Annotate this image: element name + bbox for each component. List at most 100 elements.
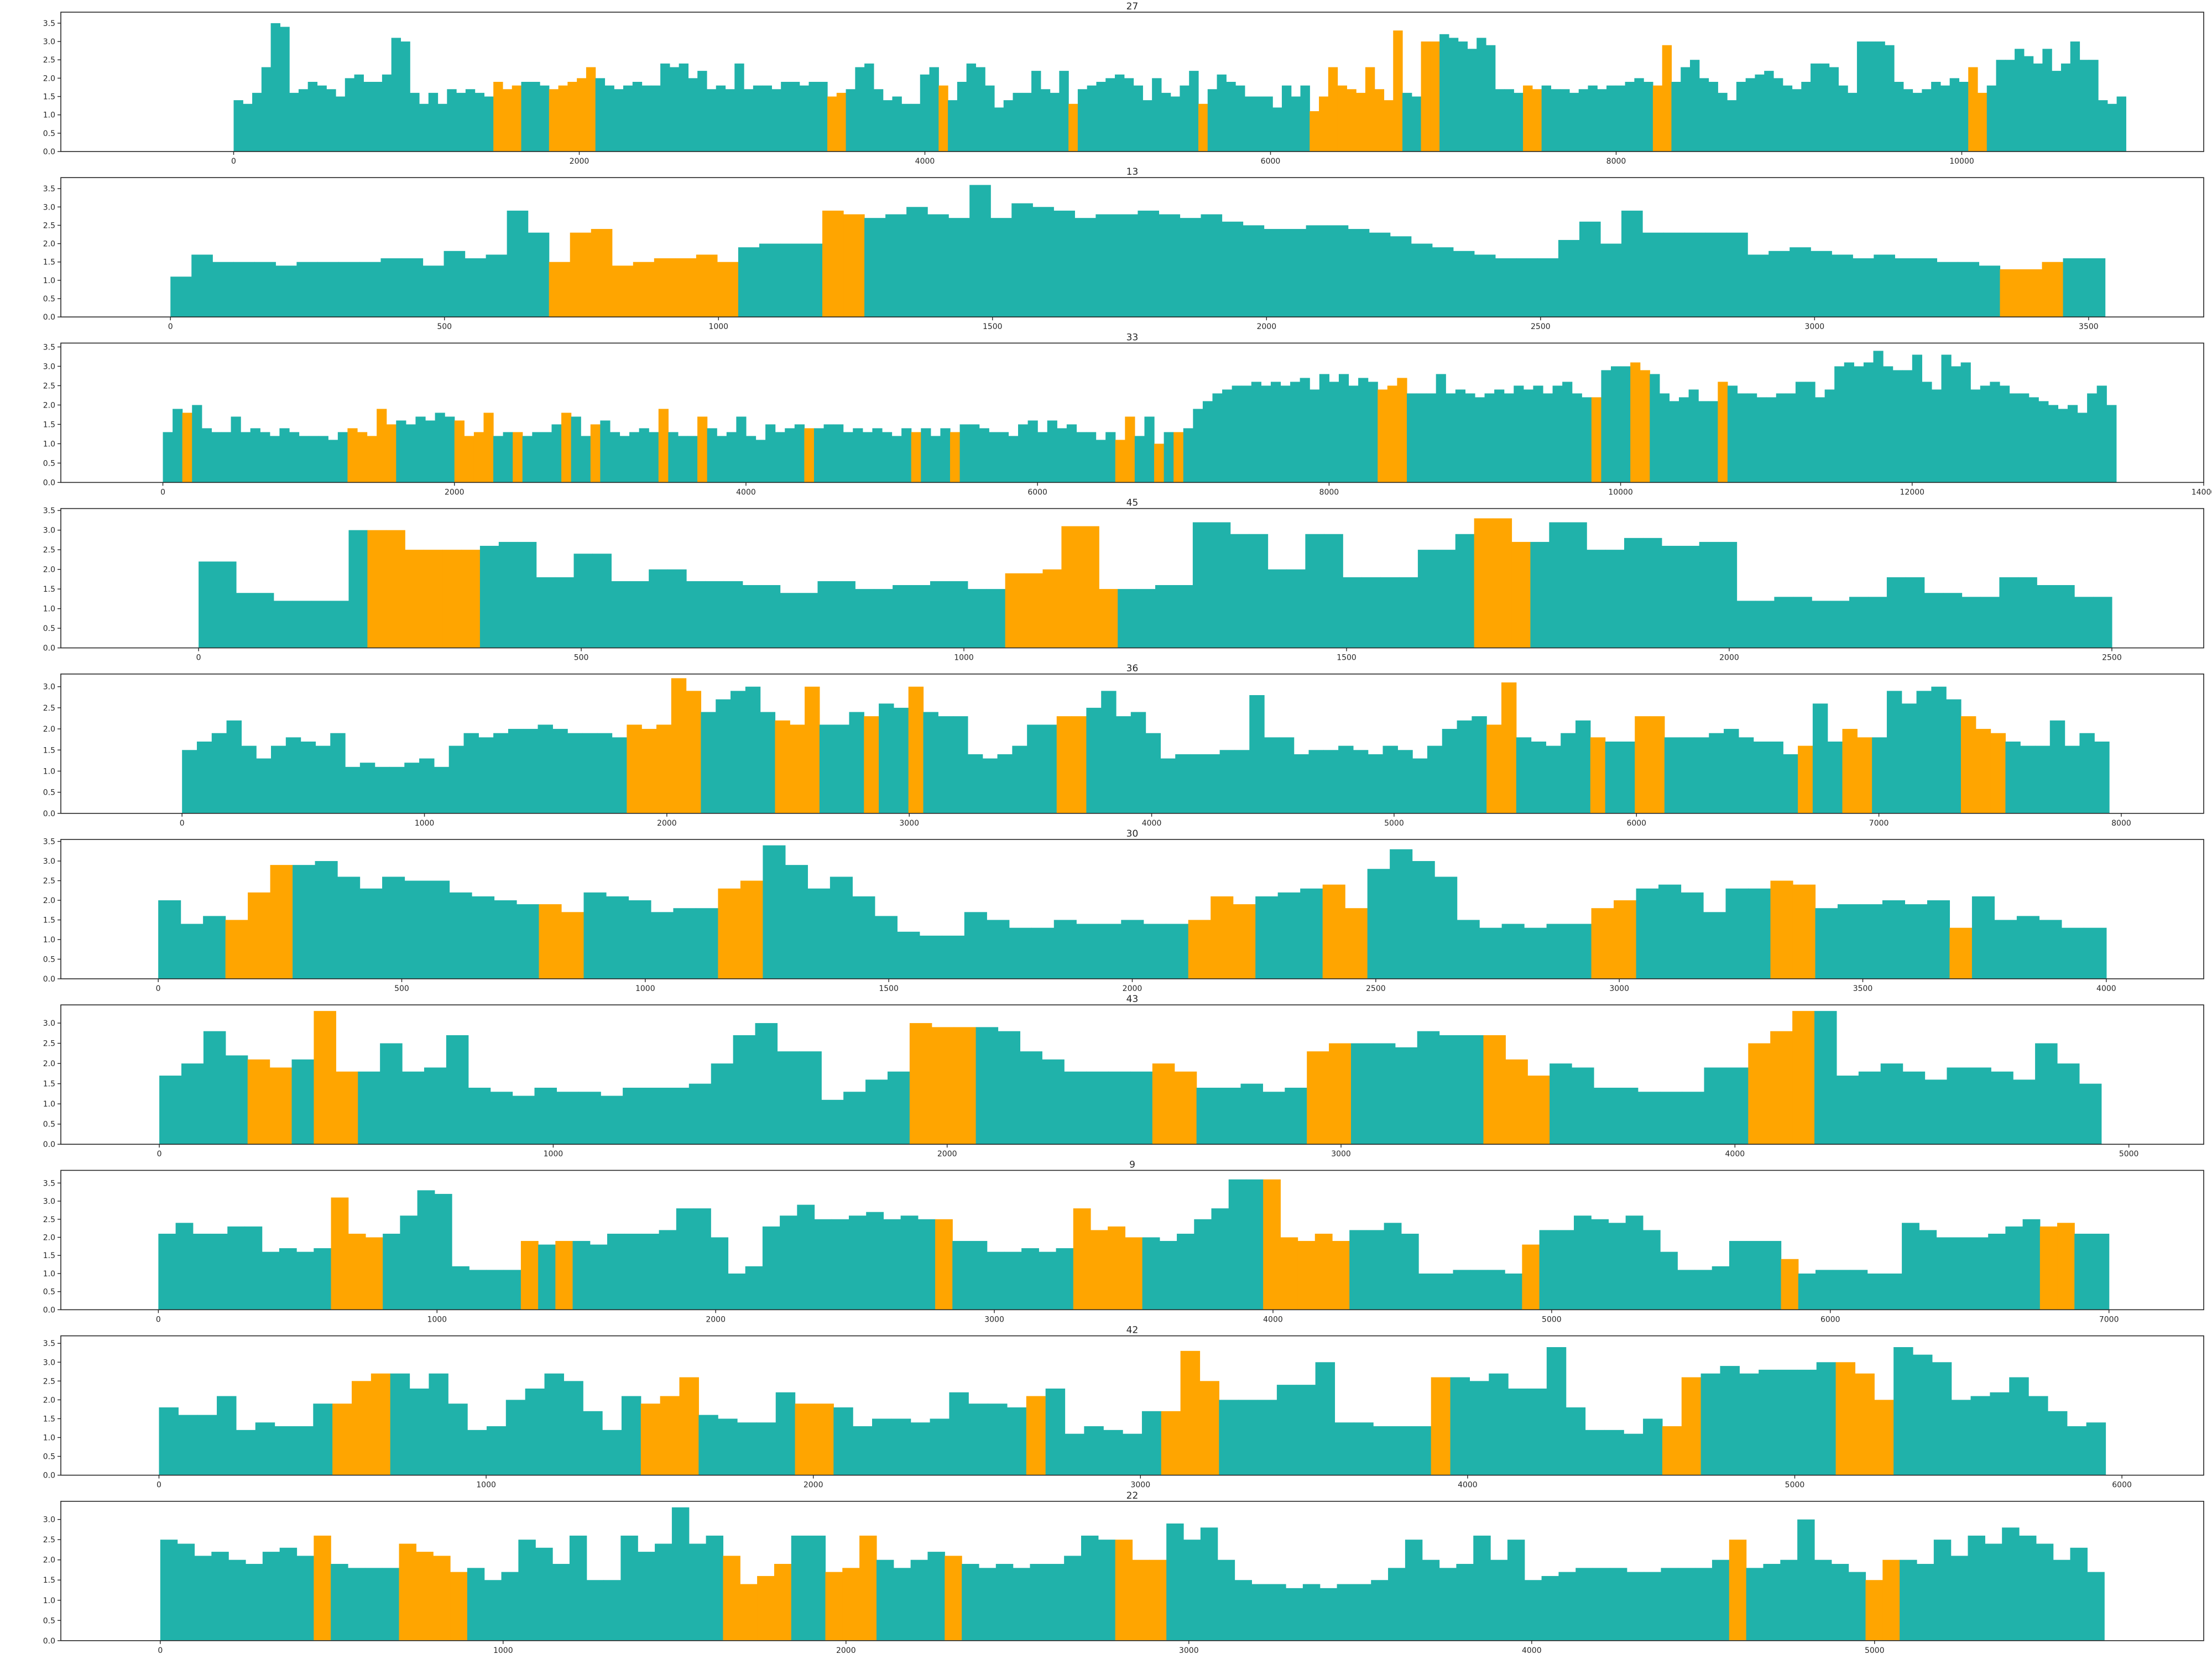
bar-highlight — [842, 1568, 860, 1641]
bar — [995, 1564, 1014, 1641]
bar — [1764, 71, 1774, 152]
bar — [1858, 1071, 1881, 1145]
axes-frame — [60, 1501, 2204, 1641]
bar — [1764, 1241, 1782, 1310]
bar — [763, 845, 786, 979]
bar — [669, 67, 680, 152]
bar — [1027, 420, 1038, 483]
bar-highlight — [1781, 1259, 1799, 1310]
bar — [1593, 1087, 1616, 1145]
bar — [1180, 218, 1202, 317]
bar — [892, 96, 902, 152]
bar — [583, 1411, 603, 1475]
bar — [1566, 1407, 1586, 1475]
bar — [567, 733, 583, 813]
bar — [2009, 393, 2020, 483]
bar — [299, 436, 309, 483]
bar — [1679, 397, 1689, 483]
bar — [666, 1087, 690, 1145]
x-tick-label: 1000 — [954, 654, 974, 662]
bar — [677, 436, 688, 483]
x-tick-label: 8000 — [1606, 157, 1626, 166]
bar — [2074, 1233, 2093, 1310]
bar-highlight — [1347, 89, 1357, 152]
bar — [1087, 85, 1097, 152]
bar — [938, 716, 953, 813]
bar — [2028, 397, 2039, 483]
bar — [252, 92, 262, 152]
bar-highlight — [336, 1071, 358, 1145]
bar — [280, 27, 290, 152]
bar — [1473, 1535, 1491, 1641]
bar — [1912, 354, 1922, 483]
bar — [1037, 432, 1048, 483]
bar — [1059, 71, 1069, 152]
bar — [1815, 397, 1825, 483]
y-tick-label: 2.5 — [43, 56, 55, 65]
bar — [2035, 1043, 2058, 1145]
bar — [1885, 45, 1895, 152]
x-tick-label: 1000 — [476, 1481, 496, 1490]
y-tick-label: 0.5 — [43, 129, 55, 138]
bar — [1211, 1208, 1229, 1310]
bar-highlight — [2057, 1223, 2075, 1310]
bar — [456, 92, 466, 152]
bar — [427, 880, 450, 979]
bar-highlight — [1099, 589, 1118, 648]
y-tick-label: 2.0 — [43, 1556, 55, 1565]
bar — [876, 1559, 894, 1641]
bar — [602, 1430, 622, 1475]
bar — [1837, 904, 1861, 979]
bar — [1709, 733, 1724, 813]
bar — [1990, 1392, 2010, 1475]
bar — [1222, 389, 1233, 483]
bar — [1681, 892, 1704, 979]
bar — [1508, 1388, 1528, 1475]
bar — [1671, 82, 1681, 152]
bar — [1541, 85, 1551, 152]
bar — [578, 1092, 601, 1145]
bar — [668, 432, 679, 483]
bar — [771, 89, 781, 152]
bar — [564, 1381, 583, 1475]
bar — [1470, 1270, 1488, 1310]
bar — [1324, 534, 1343, 648]
x-tick-label: 5000 — [1785, 1481, 1805, 1490]
bar — [1582, 397, 1592, 483]
bar — [516, 904, 540, 979]
bar-highlight — [1080, 526, 1099, 648]
bar — [1194, 1219, 1212, 1310]
bar — [2067, 1426, 2087, 1475]
bar-highlight — [567, 82, 577, 152]
bar — [1507, 1540, 1525, 1641]
bar — [1615, 1087, 1639, 1145]
bar — [507, 210, 529, 317]
subplot-title: 22 — [1126, 1490, 1139, 1501]
bar — [921, 428, 931, 483]
bar — [1884, 1273, 1902, 1310]
bar — [1235, 85, 1245, 152]
bar-highlight — [945, 1556, 962, 1641]
subplot-45: 45 0 500 1000 1500 2000 2500 0.0 0.5 1.0 1.5 2.0 2.5… — [43, 498, 2204, 662]
bar — [1801, 82, 1811, 152]
bar — [716, 699, 731, 813]
bar — [1985, 1543, 2002, 1641]
bar — [1530, 541, 1550, 648]
y-tick-label: 3.0 — [43, 1019, 55, 1028]
bar — [775, 432, 785, 483]
x-tick-label: 1000 — [708, 322, 728, 331]
bar-highlight — [1662, 1426, 1682, 1475]
bar — [649, 432, 659, 483]
bar — [1027, 724, 1042, 813]
bar — [1053, 210, 1075, 317]
bar — [866, 1212, 884, 1310]
bar — [1373, 1426, 1393, 1475]
bar — [484, 1580, 502, 1641]
bar — [1774, 597, 1793, 648]
bar — [1230, 534, 1250, 648]
bar-highlight — [1154, 444, 1165, 483]
bar — [1399, 577, 1418, 648]
bar — [818, 82, 828, 152]
bar-highlight — [539, 904, 562, 979]
bar — [695, 908, 719, 979]
